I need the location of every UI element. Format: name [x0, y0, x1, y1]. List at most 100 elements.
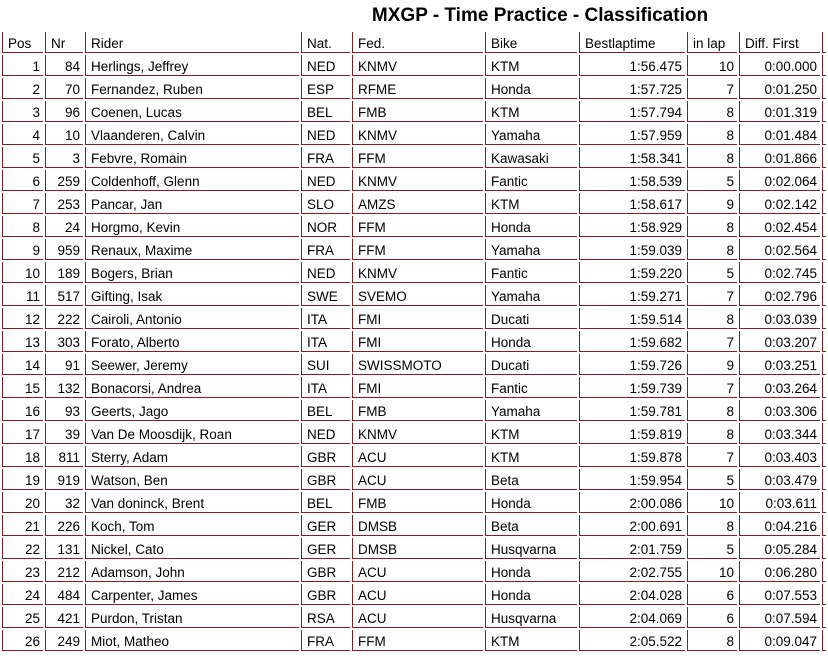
cell-pos: 15 — [2, 377, 43, 398]
row-sliver-cell — [822, 285, 826, 306]
cell-diff: 0:09.047 — [739, 630, 820, 651]
cell-nat: SLO — [301, 193, 350, 214]
cell-diff: 0:01.484 — [739, 124, 820, 145]
cell-pos: 18 — [2, 446, 43, 467]
column-header-diff: Diff. First — [739, 32, 820, 53]
cell-nat: BEL — [301, 492, 350, 513]
cell-nat: NED — [301, 170, 350, 191]
row-sliver-cell — [822, 515, 826, 536]
cell-bike: Husqvarna — [485, 607, 577, 628]
cell-nat: SUI — [301, 354, 350, 375]
cell-bike: Yamaha — [485, 239, 577, 260]
table-row: 23 212 Adamson, John GBR ACU Honda 2:02.755 10 0… — [2, 561, 826, 582]
cell-rider: Bogers, Brian — [85, 262, 299, 283]
cell-nr: 96 — [45, 101, 83, 122]
cell-lap: 8 — [687, 308, 737, 329]
cell-bike: KTM — [485, 446, 577, 467]
cell-nat: ITA — [301, 331, 350, 352]
cell-nat: NED — [301, 55, 350, 76]
table-row: 14 91 Seewer, Jeremy SUI SWISSMOTO Ducati 1:59… — [2, 354, 826, 375]
cell-rider: Pancar, Jan — [85, 193, 299, 214]
cell-bike: Beta — [485, 515, 577, 536]
cell-bike: Yamaha — [485, 400, 577, 421]
cell-lap: 5 — [687, 170, 737, 191]
cell-best: 1:57.794 — [579, 101, 685, 122]
cell-diff: 0:07.594 — [739, 607, 820, 628]
cell-nat: GBR — [301, 469, 350, 490]
cell-rider: Koch, Tom — [85, 515, 299, 536]
cell-nr: 421 — [45, 607, 83, 628]
cell-diff: 0:01.250 — [739, 78, 820, 99]
cell-bike: Yamaha — [485, 124, 577, 145]
cell-rider: Geerts, Jago — [85, 400, 299, 421]
cell-rider: Vlaanderen, Calvin — [85, 124, 299, 145]
cell-lap: 8 — [687, 124, 737, 145]
row-sliver-cell — [822, 262, 826, 283]
cell-best: 1:56.475 — [579, 55, 685, 76]
cell-lap: 10 — [687, 55, 737, 76]
cell-lap: 5 — [687, 262, 737, 283]
cell-rider: Cairoli, Antonio — [85, 308, 299, 329]
cell-pos: 23 — [2, 561, 43, 582]
results-tbody: 1 84 Herlings, Jeffrey NED KNMV KTM 1:56.475 10… — [2, 55, 826, 651]
cell-bike: KTM — [485, 193, 577, 214]
cell-fed: FMI — [352, 308, 483, 329]
cell-pos: 3 — [2, 101, 43, 122]
cell-bike: Kawasaki — [485, 147, 577, 168]
column-header-bike: Bike — [485, 32, 577, 53]
cell-lap: 10 — [687, 561, 737, 582]
row-sliver-cell — [822, 423, 826, 444]
cell-bike: Honda — [485, 216, 577, 237]
cell-rider: Bonacorsi, Andrea — [85, 377, 299, 398]
table-row: 8 24 Horgmo, Kevin NOR FFM Honda 1:58.929 8 0:02… — [2, 216, 826, 237]
cell-nr: 484 — [45, 584, 83, 605]
cell-nr: 226 — [45, 515, 83, 536]
cell-pos: 25 — [2, 607, 43, 628]
cell-nat: NED — [301, 124, 350, 145]
cell-best: 1:59.514 — [579, 308, 685, 329]
cell-best: 1:58.341 — [579, 147, 685, 168]
row-sliver-cell — [822, 124, 826, 145]
cell-diff: 0:03.264 — [739, 377, 820, 398]
column-header-nat: Nat. — [301, 32, 350, 53]
table-row: 3 96 Coenen, Lucas BEL FMB KTM 1:57.794 8 0:01.3… — [2, 101, 826, 122]
cell-rider: Seewer, Jeremy — [85, 354, 299, 375]
cell-rider: Renaux, Maxime — [85, 239, 299, 260]
cell-nr: 303 — [45, 331, 83, 352]
column-header-nr: Nr — [45, 32, 83, 53]
cell-rider: Gifting, Isak — [85, 285, 299, 306]
row-sliver-cell — [822, 538, 826, 559]
table-row: 25 421 Purdon, Tristan RSA ACU Husqvarna 2:04.… — [2, 607, 826, 628]
cell-diff: 0:02.745 — [739, 262, 820, 283]
cell-bike: Ducati — [485, 308, 577, 329]
cell-rider: Fernandez, Ruben — [85, 78, 299, 99]
cell-diff: 0:05.284 — [739, 538, 820, 559]
cell-nat: RSA — [301, 607, 350, 628]
table-row: 5 3 Febvre, Romain FRA FFM Kawasaki 1:58.341 8 0… — [2, 147, 826, 168]
cell-pos: 20 — [2, 492, 43, 513]
row-sliver-cell — [822, 469, 826, 490]
cell-fed: FMI — [352, 377, 483, 398]
cell-fed: RFME — [352, 78, 483, 99]
row-sliver-cell — [822, 78, 826, 99]
cell-best: 1:59.271 — [579, 285, 685, 306]
cell-pos: 21 — [2, 515, 43, 536]
cell-nat: GER — [301, 515, 350, 536]
table-row: 7 253 Pancar, Jan SLO AMZS KTM 1:58.617 9 0:02.1… — [2, 193, 826, 214]
cell-nat: NOR — [301, 216, 350, 237]
cell-best: 1:59.220 — [579, 262, 685, 283]
cell-nat: FRA — [301, 147, 350, 168]
cell-diff: 0:03.207 — [739, 331, 820, 352]
cell-pos: 13 — [2, 331, 43, 352]
row-sliver-cell — [822, 607, 826, 628]
table-row: 6 259 Coldenhoff, Glenn NED KNMV Fantic 1:58.5… — [2, 170, 826, 191]
table-row: 15 132 Bonacorsi, Andrea ITA FMI Fantic 1:59.7… — [2, 377, 826, 398]
cell-diff: 0:07.553 — [739, 584, 820, 605]
table-row: 4 10 Vlaanderen, Calvin NED KNMV Yamaha 1:57.9… — [2, 124, 826, 145]
cell-fed: ACU — [352, 446, 483, 467]
cell-fed: FMB — [352, 400, 483, 421]
cell-nat: FRA — [301, 239, 350, 260]
cell-fed: ACU — [352, 584, 483, 605]
table-row: 21 226 Koch, Tom GER DMSB Beta 2:00.691 8 0:04.2… — [2, 515, 826, 536]
cell-diff: 0:02.142 — [739, 193, 820, 214]
